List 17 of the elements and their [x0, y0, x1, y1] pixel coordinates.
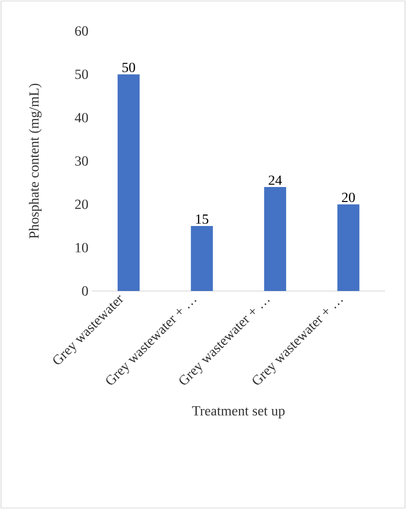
y-tick-label: 50 [75, 70, 88, 80]
y-tick-label: 10 [76, 242, 88, 252]
bar [337, 204, 360, 291]
x-axis-title: Treatment set up [192, 406, 285, 418]
y-tick-label: 60 [75, 26, 88, 36]
bar [264, 187, 286, 291]
y-axis-title: Phosphate content (mg/mL) [28, 84, 42, 238]
data-label: 50 [122, 62, 136, 72]
bar [118, 74, 140, 291]
data-label: 15 [196, 214, 208, 224]
bar [190, 226, 213, 291]
y-tick-label: 0 [82, 286, 88, 296]
data-label: 20 [342, 192, 355, 202]
y-tick-label: 40 [74, 112, 88, 122]
data-label: 24 [268, 176, 282, 185]
y-tick-label: 30 [75, 156, 88, 166]
y-tick-label: 20 [75, 200, 88, 210]
